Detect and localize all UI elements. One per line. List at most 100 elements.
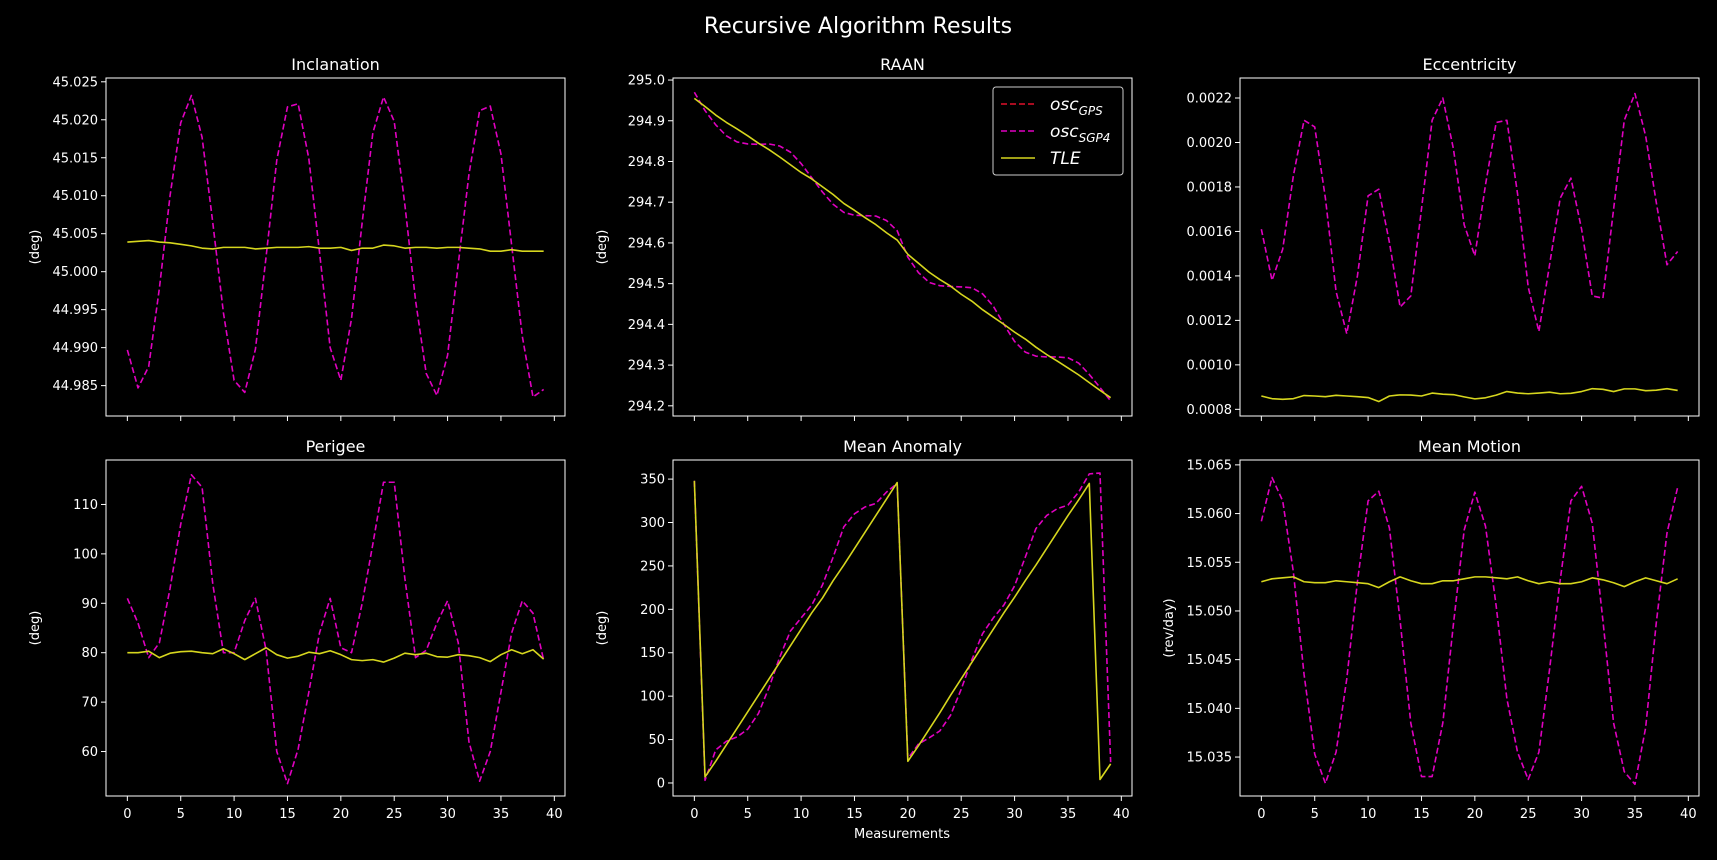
legend-label-tle: TLE bbox=[1050, 149, 1081, 169]
y-tick-label: 80 bbox=[81, 646, 98, 661]
series-line-osc_sgp4 bbox=[693, 91, 1112, 402]
series-line-osc_sgp4 bbox=[126, 474, 545, 785]
y-tick-label: 294.7 bbox=[628, 196, 665, 211]
x-tick-label: 15 bbox=[846, 807, 863, 822]
x-tick-label: 35 bbox=[493, 807, 510, 822]
x-tick-label: 25 bbox=[1520, 807, 1537, 822]
x-tick-label: 35 bbox=[1627, 807, 1644, 822]
axes-frame bbox=[105, 459, 566, 797]
axes-frame bbox=[1239, 459, 1700, 797]
subplot-ylabel: (deg) bbox=[28, 611, 43, 646]
y-tick-label: 250 bbox=[640, 559, 665, 574]
subplot-title: Mean Motion bbox=[1418, 437, 1521, 456]
y-tick-label: 0.0022 bbox=[1187, 92, 1233, 107]
y-tick-label: 200 bbox=[640, 603, 665, 618]
x-tick-label: 5 bbox=[177, 807, 185, 822]
series-line-tle bbox=[1261, 387, 1678, 403]
subplot-grid: Inclanation (deg) 44.985 44.990 44.995 45.000… bbox=[28, 55, 1700, 822]
y-tick-label: 0.0014 bbox=[1187, 269, 1233, 284]
axes-frame bbox=[105, 77, 566, 417]
x-tick-label: 20 bbox=[1467, 807, 1484, 822]
x-tick-label: 10 bbox=[793, 807, 810, 822]
subplot-ylabel: (deg) bbox=[595, 230, 610, 265]
x-tick-label: 30 bbox=[1006, 807, 1023, 822]
x-tick-label: 40 bbox=[546, 807, 563, 822]
series-line-tle bbox=[693, 97, 1112, 399]
series-line-osc_sgp4 bbox=[126, 94, 545, 398]
y-tick-label: 100 bbox=[640, 690, 665, 705]
y-tick-label: 45.025 bbox=[53, 75, 99, 90]
x-tick-label: 35 bbox=[1060, 807, 1077, 822]
y-tick-label: 294.9 bbox=[628, 114, 665, 129]
y-tick-label: 45.000 bbox=[53, 265, 99, 280]
subplot-eccentricity: Eccentricity 0.0008 0.0010 0.0012 0.0014 0.00… bbox=[1187, 55, 1700, 421]
subplot-mean_motion: Mean Motion (rev/day) 15.035 15.040 15.045 15… bbox=[1162, 437, 1700, 822]
y-tick-label: 90 bbox=[81, 597, 98, 612]
y-tick-label: 15.040 bbox=[1187, 702, 1233, 717]
x-tick-label: 30 bbox=[439, 807, 456, 822]
subplot-title: Mean Anomaly bbox=[843, 437, 962, 456]
y-tick-label: 294.6 bbox=[628, 236, 665, 251]
y-tick-label: 45.010 bbox=[53, 189, 99, 204]
x-tick-label: 0 bbox=[123, 807, 131, 822]
y-tick-label: 294.2 bbox=[628, 399, 665, 414]
legend-label-osc_gps: oscGPS bbox=[1050, 95, 1103, 118]
series-line-tle bbox=[127, 646, 545, 663]
y-tick-label: 50 bbox=[648, 733, 665, 748]
y-tick-label: 0.0016 bbox=[1187, 225, 1233, 240]
subplot-ylabel: (deg) bbox=[28, 230, 43, 265]
series-line-tle bbox=[1261, 576, 1678, 589]
y-tick-label: 15.050 bbox=[1187, 604, 1233, 619]
legend: oscGPS oscSGP4 TLE bbox=[992, 86, 1124, 176]
y-tick-label: 0 bbox=[657, 776, 665, 791]
y-tick-label: 110 bbox=[73, 498, 98, 513]
y-tick-label: 15.055 bbox=[1187, 556, 1233, 571]
x-tick-label: 15 bbox=[279, 807, 296, 822]
x-tick-label: 20 bbox=[333, 807, 350, 822]
y-tick-label: 15.060 bbox=[1187, 507, 1233, 522]
x-tick-label: 0 bbox=[690, 807, 698, 822]
legend-label-osc_sgp4: oscSGP4 bbox=[1050, 122, 1110, 145]
y-tick-label: 15.035 bbox=[1187, 751, 1233, 766]
x-tick-label: 10 bbox=[226, 807, 243, 822]
x-tick-label: 20 bbox=[900, 807, 917, 822]
y-tick-label: 0.0010 bbox=[1187, 358, 1233, 373]
x-tick-label: 0 bbox=[1257, 807, 1265, 822]
y-tick-label: 60 bbox=[81, 745, 98, 760]
y-tick-label: 0.0020 bbox=[1187, 136, 1233, 151]
x-tick-label: 25 bbox=[953, 807, 970, 822]
axes-frame bbox=[672, 459, 1133, 797]
y-tick-label: 294.5 bbox=[628, 277, 665, 292]
figure-xlabel: Measurements bbox=[854, 827, 950, 842]
axes-frame bbox=[672, 77, 1133, 417]
axes-frame bbox=[1239, 77, 1700, 417]
figure-title: Recursive Algorithm Results bbox=[704, 14, 1012, 39]
x-tick-label: 10 bbox=[1360, 807, 1377, 822]
series-line-tle bbox=[127, 239, 544, 252]
series-line-tle bbox=[693, 480, 1112, 781]
y-tick-label: 45.005 bbox=[53, 227, 99, 242]
subplot-mean_anomaly: Mean Anomaly (deg) 0 50 100 150 200 250 300 350 0 5… bbox=[595, 437, 1133, 822]
y-tick-label: 0.0008 bbox=[1187, 403, 1233, 418]
y-tick-label: 150 bbox=[640, 646, 665, 661]
y-tick-label: 15.065 bbox=[1187, 458, 1233, 473]
y-tick-label: 44.990 bbox=[53, 341, 99, 356]
y-tick-label: 70 bbox=[81, 696, 98, 711]
x-tick-label: 15 bbox=[1413, 807, 1430, 822]
y-tick-label: 294.8 bbox=[628, 155, 665, 170]
x-tick-label: 5 bbox=[744, 807, 752, 822]
subplot-title: Perigee bbox=[306, 437, 366, 456]
x-tick-label: 5 bbox=[1311, 807, 1319, 822]
subplot-perigee: Perigee (deg) 60 70 80 90 100 110 0 5 10 15 20 25 30 35… bbox=[28, 437, 566, 822]
series-line-osc_sgp4 bbox=[1260, 92, 1679, 335]
y-tick-label: 100 bbox=[73, 547, 98, 562]
subplot-ylabel: (rev/day) bbox=[1162, 598, 1177, 657]
x-tick-label: 30 bbox=[1573, 807, 1590, 822]
y-tick-label: 294.4 bbox=[628, 318, 665, 333]
subplot-title: Inclanation bbox=[291, 55, 380, 74]
subplot-title: RAAN bbox=[880, 55, 925, 74]
x-tick-label: 40 bbox=[1680, 807, 1697, 822]
y-tick-label: 300 bbox=[640, 516, 665, 531]
